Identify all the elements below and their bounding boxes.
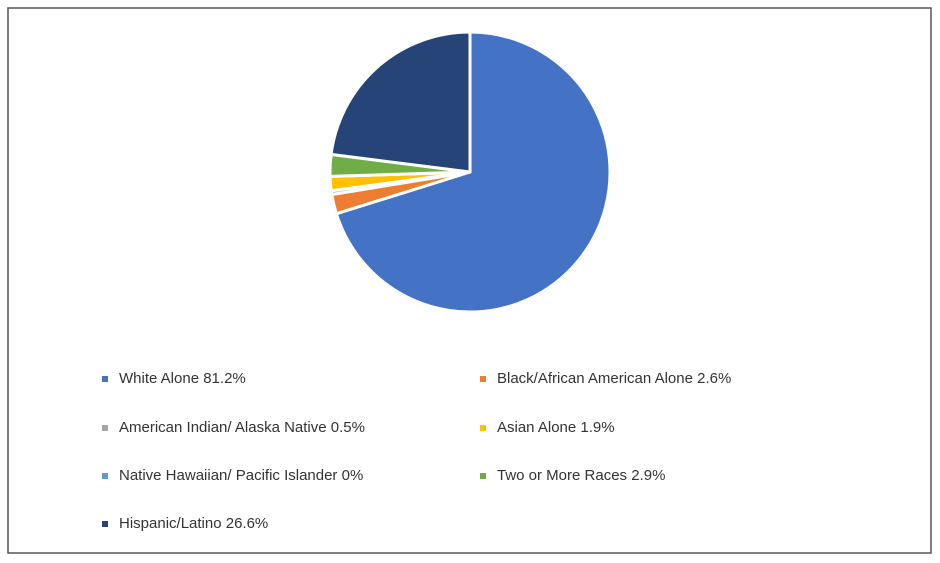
legend-value: 81.2% [203,370,246,387]
legend-marker [102,376,108,382]
pie-slice [334,30,612,314]
legend-marker [102,425,108,431]
legend-label: Hispanic/Latino 26.6% [119,515,268,532]
legend-name: White Alone [119,370,199,387]
pie-slice [329,30,472,174]
legend-name: Asian Alone [497,419,576,436]
legend-name: Hispanic/Latino [119,515,222,532]
legend-label: Native Hawaiian/ Pacific Islander 0% [119,467,363,484]
legend-marker [480,376,486,382]
legend-marker [480,473,486,479]
legend-label: Asian Alone 1.9% [497,419,615,436]
legend-marker [102,521,108,527]
legend-value: 1.9% [580,419,614,436]
legend-value: 0.5% [331,419,365,436]
legend-name: Native Hawaiian/ Pacific Islander [119,467,337,484]
legend-value: 2.9% [631,467,665,484]
legend-value: 0% [342,467,364,484]
legend-marker [102,473,108,479]
legend-name: Two or More Races [497,467,627,484]
legend-value: 2.6% [697,370,731,387]
legend-name: American Indian/ Alaska Native [119,419,327,436]
legend-value: 26.6% [226,515,269,532]
legend-label: Two or More Races 2.9% [497,467,665,484]
legend-label: American Indian/ Alaska Native 0.5% [119,419,365,436]
legend-label: Black/African American Alone 2.6% [497,370,731,387]
legend-label: White Alone 81.2% [119,370,246,387]
legend-marker [480,425,486,431]
legend-name: Black/African American Alone [497,370,693,387]
